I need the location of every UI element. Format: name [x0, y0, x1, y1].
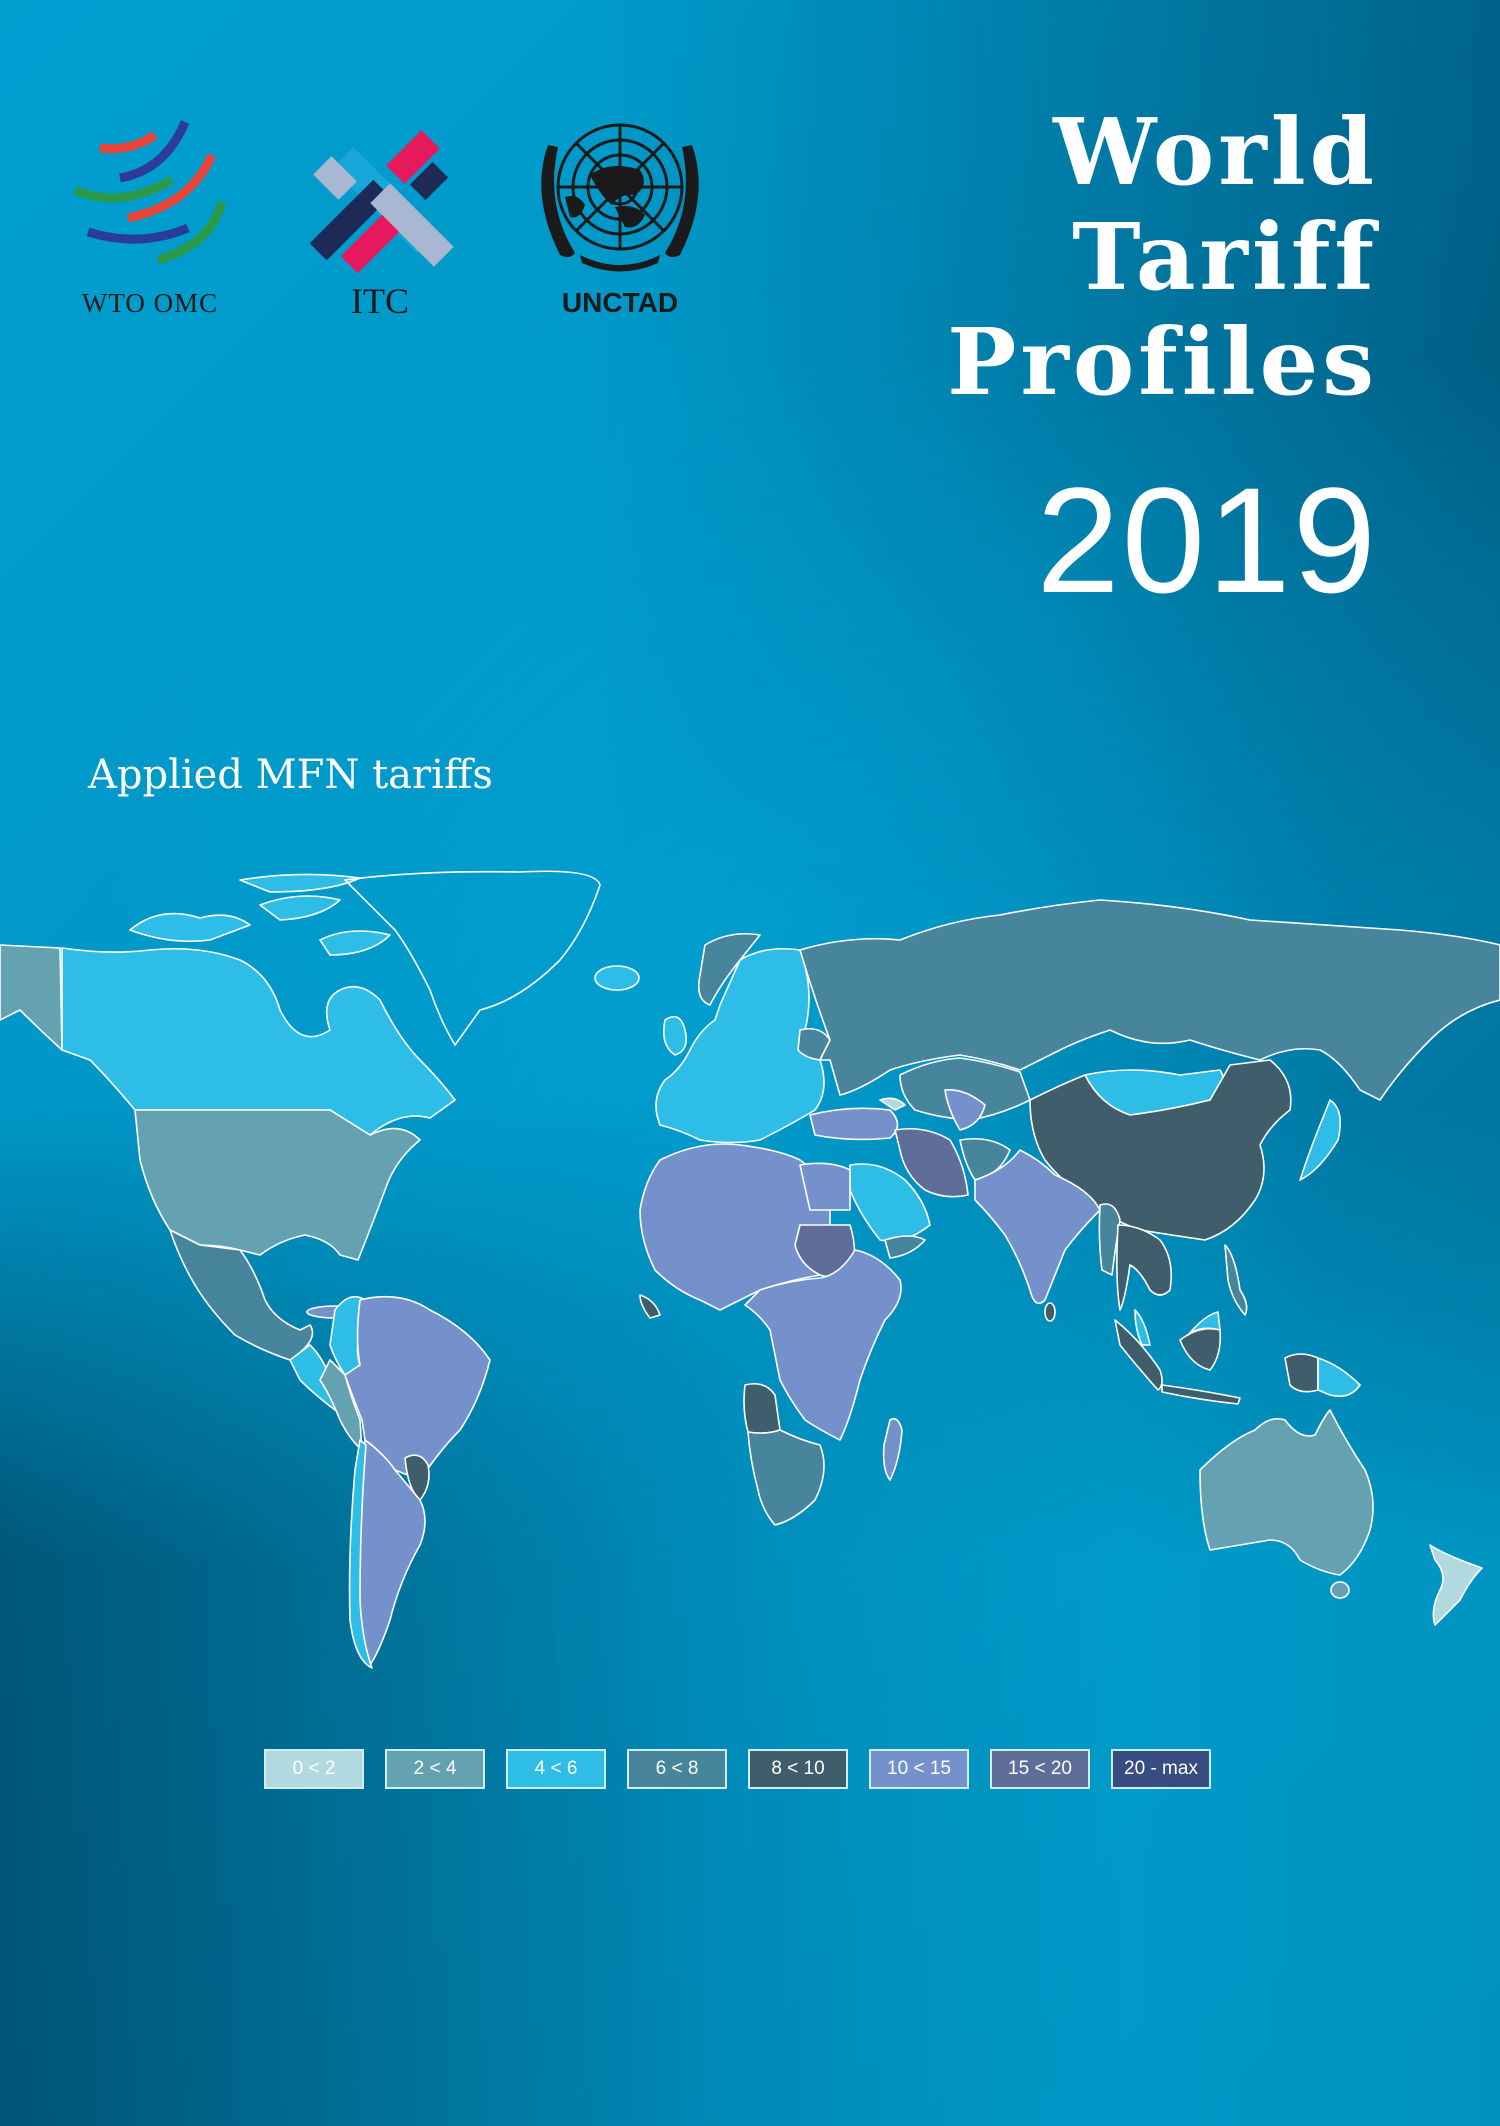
india-pakistan: [974, 1149, 1101, 1305]
legend-label: 10 < 15: [887, 1758, 951, 1779]
title-line-3: Profiles: [947, 308, 1378, 416]
itc-logo-text: ITC: [351, 281, 409, 321]
liberia: [639, 1294, 661, 1319]
georgia: [879, 1097, 906, 1111]
legend-item-2-4: 2 < 4: [385, 1749, 485, 1789]
yemen: [884, 1235, 926, 1259]
southern-africa: [747, 1429, 825, 1526]
legend-item-10-15: 10 < 15: [869, 1749, 969, 1789]
turkey: [809, 1107, 899, 1141]
page-title: World Tariff Profiles: [947, 100, 1378, 415]
itc-logo: ITC: [300, 120, 460, 321]
legend-item-8-10: 8 < 10: [748, 1749, 848, 1789]
wto-logo: WTO OMC: [60, 110, 240, 325]
japan: [1299, 1099, 1341, 1181]
background-shade-top-right: [0, 0, 1500, 900]
legend-item-15-20: 15 < 20: [990, 1749, 1090, 1789]
new-zealand: [1429, 1544, 1483, 1626]
angola: [743, 1382, 781, 1434]
east-africa: [744, 1249, 902, 1441]
title-line-1: World: [1053, 98, 1378, 206]
peru: [319, 1359, 363, 1451]
egypt: [799, 1162, 851, 1211]
australia: [1199, 1409, 1374, 1576]
legend-item-6-8: 6 < 8: [627, 1749, 727, 1789]
canada: [61, 947, 456, 1136]
paraguay: [404, 1454, 430, 1501]
chile: [348, 1439, 373, 1669]
philippines: [1224, 1244, 1248, 1316]
map-legend: 0 < 2 2 < 4 4 < 6 6 < 8 8 < 10 10 < 15 1…: [264, 1749, 1211, 1789]
tasmania: [1330, 1581, 1350, 1599]
indonesia-sumatra: [1114, 1319, 1163, 1391]
uzbekistan: [944, 1088, 986, 1131]
thailand-indochina: [1116, 1224, 1173, 1311]
world-tariff-map: [0, 870, 1500, 1669]
canada-arctic-islands: [129, 873, 391, 956]
title-year: 2019: [1036, 456, 1378, 624]
papua-new-guinea: [1317, 1357, 1361, 1398]
united-kingdom: [662, 1015, 688, 1056]
north-west-africa: [639, 1143, 831, 1311]
wto-logo-text: WTO OMC: [81, 288, 219, 318]
legend-label: 2 < 4: [413, 1758, 457, 1779]
legend-label: 4 < 6: [534, 1758, 578, 1779]
russia: [799, 899, 1500, 1101]
itc-cross-icon: [309, 130, 454, 274]
borneo: [1179, 1327, 1222, 1371]
malaysia-borneo: [1187, 1311, 1221, 1336]
norway: [697, 932, 761, 1006]
legend-label: 15 < 20: [1008, 1758, 1072, 1779]
un-emblem-icon: [541, 123, 699, 272]
legend-label: 20 - max: [1124, 1758, 1198, 1779]
alaska: [0, 944, 63, 1051]
saudi-arabia: [849, 1163, 931, 1242]
papua-indonesia: [1284, 1353, 1319, 1393]
unctad-logo-text: UNCTAD: [561, 287, 679, 318]
kazakhstan: [899, 1057, 1031, 1121]
greenland: [344, 870, 601, 1046]
legend-item-0-2: 0 < 2: [264, 1749, 364, 1789]
wto-globe-icon: [73, 120, 227, 265]
unctad-logo: UNCTAD: [520, 115, 720, 325]
european-union: [655, 947, 825, 1144]
iran: [894, 1127, 969, 1198]
legend-label: 0 < 2: [292, 1758, 336, 1779]
legend-item-4-6: 4 < 6: [506, 1749, 606, 1789]
legend-item-20-max: 20 - max: [1111, 1749, 1211, 1789]
iceland: [594, 965, 640, 991]
map-subtitle: Applied MFN tariffs: [88, 752, 493, 798]
malaysia: [1134, 1309, 1151, 1346]
myanmar: [1098, 1203, 1121, 1276]
madagascar: [882, 1417, 903, 1481]
brazil-venezuela: [344, 1295, 491, 1481]
title-line-2: Tariff: [1072, 203, 1378, 311]
sri-lanka: [1044, 1302, 1056, 1322]
indonesia-java: [1161, 1384, 1241, 1405]
legend-label: 8 < 10: [771, 1758, 825, 1779]
legend-label: 6 < 8: [655, 1758, 699, 1779]
